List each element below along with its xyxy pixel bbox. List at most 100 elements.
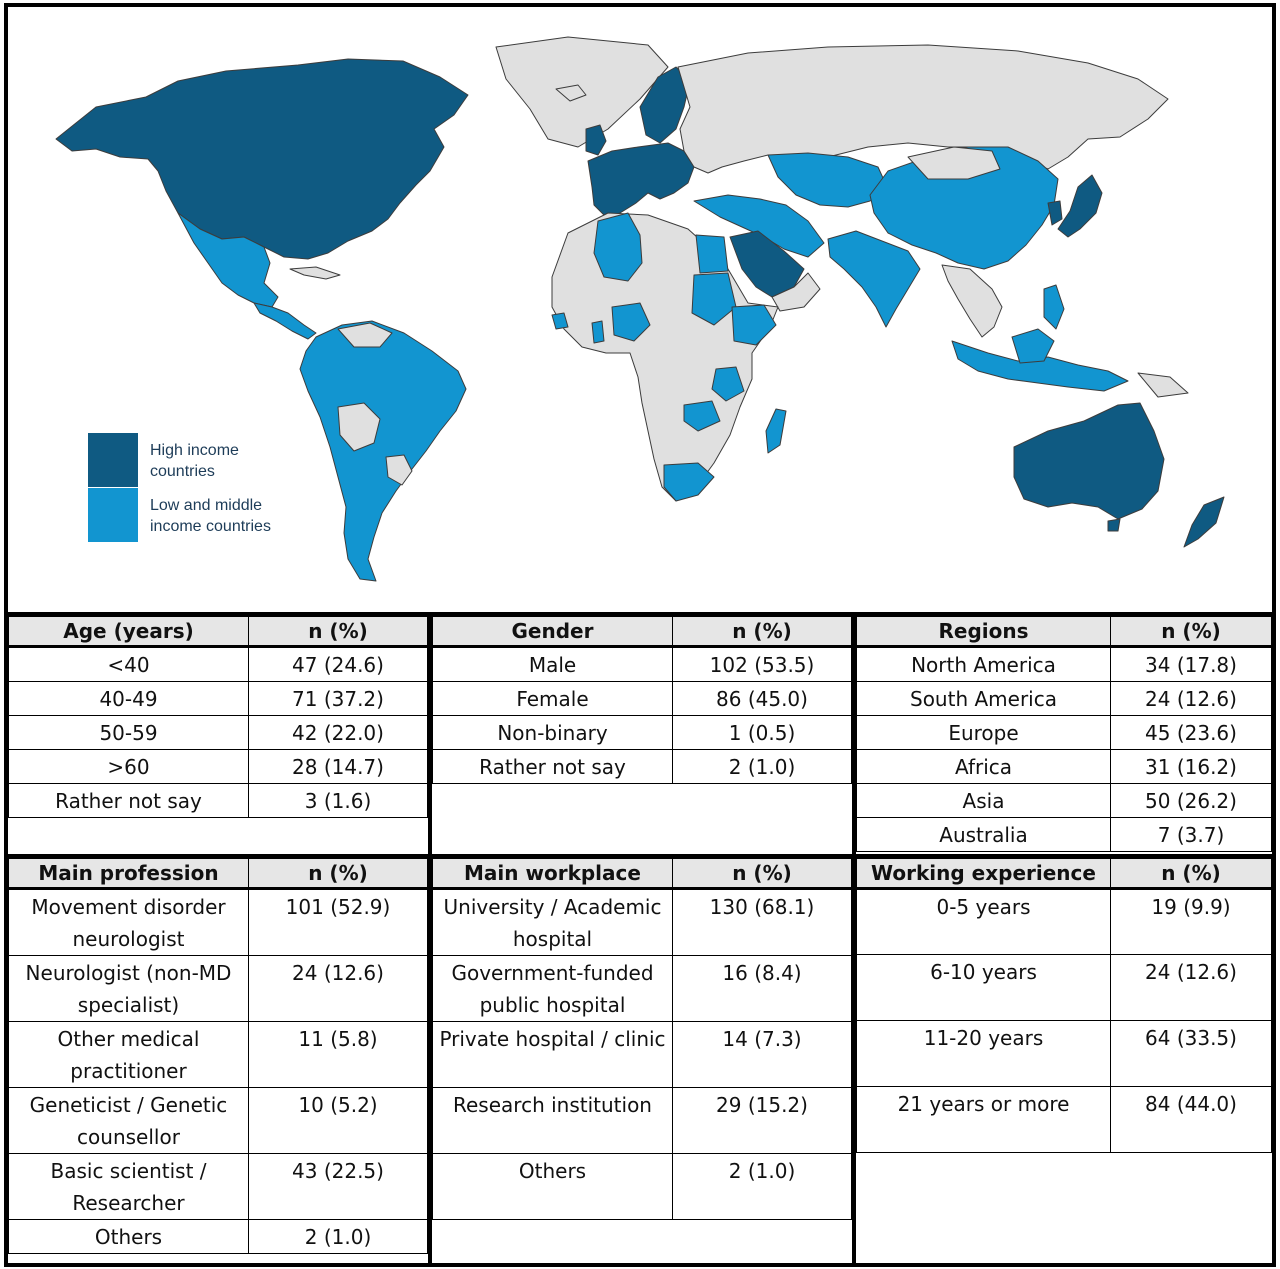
workplace-block: Main workplace n (%) University / Academi… — [432, 858, 852, 1263]
table-cell: University / Academic hospital — [432, 888, 673, 956]
gender-block: Gender n (%) Male 102 (53.5) Female 86 (45.… — [432, 616, 852, 854]
table-cell: 50 (26.2) — [1110, 783, 1272, 818]
table-cell: Others — [8, 1219, 249, 1254]
table-cell: North America — [856, 646, 1111, 682]
table-cell: Europe — [856, 715, 1111, 750]
table-row: Neurologist (non-MD specialist) 24 (12.6) — [8, 955, 428, 1022]
table-cell: Geneticist / Genetic counsellor — [8, 1087, 249, 1154]
table-cell: 6-10 years — [856, 954, 1111, 1021]
central-america — [253, 302, 317, 340]
table-cell: 14 (7.3) — [672, 1021, 852, 1088]
table-cell: 24 (12.6) — [1110, 954, 1272, 1021]
table-row: Female 86 (45.0) — [432, 681, 852, 716]
south-america — [299, 320, 467, 582]
divider — [8, 854, 1272, 858]
table-cell: 24 (12.6) — [1110, 681, 1272, 716]
regions-table: Regions n (%) North America 34 (17.8) Sout… — [856, 616, 1272, 852]
papua-new-guinea — [1137, 372, 1189, 398]
table-row: <40 47 (24.6) — [8, 646, 428, 682]
table-cell: 16 (8.4) — [672, 955, 852, 1022]
ghana — [591, 320, 605, 344]
age-block: Age (years) n (%) <40 47 (24.6) 40-49 71 (3… — [8, 616, 428, 854]
table-row: 6-10 years 24 (12.6) — [856, 954, 1272, 1021]
table-cell: 19 (9.9) — [1110, 888, 1272, 955]
table-cell: 40-49 — [8, 681, 249, 716]
table-cell: 42 (22.0) — [248, 715, 428, 750]
iceland — [555, 84, 587, 102]
legend-swatch-lmic — [88, 488, 138, 542]
table-cell: Rather not say — [8, 783, 249, 818]
table-cell: 28 (14.7) — [248, 749, 428, 784]
table-cell: Asia — [856, 783, 1111, 818]
madagascar — [765, 408, 787, 454]
mexico — [177, 212, 279, 308]
table-cell: 101 (52.9) — [248, 888, 428, 956]
turkey-iran — [693, 194, 825, 258]
liberia — [551, 312, 569, 330]
yemen-oman — [771, 272, 821, 312]
north-america — [55, 58, 469, 260]
nigeria — [611, 302, 651, 342]
figure: High income countries Low and middle inc… — [4, 3, 1276, 1267]
table-cell: 45 (23.6) — [1110, 715, 1272, 750]
table-cell: 2 (1.0) — [672, 749, 852, 784]
regions-block: Regions n (%) North America 34 (17.8) Sout… — [856, 616, 1272, 854]
table-row: Research institution 29 (15.2) — [432, 1087, 852, 1154]
table-cell: 11 (5.8) — [248, 1021, 428, 1088]
map-legend: High income countries Low and middle inc… — [88, 433, 328, 543]
table-cell: Basic scientist / Researcher — [8, 1153, 249, 1220]
column-header: n (%) — [1110, 616, 1272, 648]
table-cell: 24 (12.6) — [248, 955, 428, 1022]
table-row: Male 102 (53.5) — [432, 646, 852, 682]
table-cell: Research institution — [432, 1087, 673, 1154]
table-row: Geneticist / Genetic counsellor 10 (5.2) — [8, 1087, 428, 1154]
gender-table: Gender n (%) Male 102 (53.5) Female 86 (45.… — [432, 616, 852, 784]
table-row: Australia 7 (3.7) — [856, 817, 1272, 852]
table-cell: Private hospital / clinic — [432, 1021, 673, 1088]
table-row: Government-funded public hospital 16 (8.4… — [432, 955, 852, 1022]
table-cell: Male — [432, 646, 673, 682]
table-row: Europe 45 (23.6) — [856, 715, 1272, 750]
table-cell: 7 (3.7) — [1110, 817, 1272, 852]
table-row: >60 28 (14.7) — [8, 749, 428, 784]
column-header: Working experience — [856, 858, 1111, 890]
japan — [1057, 174, 1103, 238]
table-cell: Female — [432, 681, 673, 716]
world-map-panel: High income countries Low and middle inc… — [8, 7, 1272, 616]
column-header: Main profession — [8, 858, 249, 890]
divider — [428, 616, 432, 1263]
tanzania — [711, 366, 745, 402]
egypt — [695, 234, 729, 274]
table-cell: 47 (24.6) — [248, 646, 428, 682]
table-cell: <40 — [8, 646, 249, 682]
table-row: 0-5 years 19 (9.9) — [856, 888, 1272, 955]
column-header: Age (years) — [8, 616, 249, 648]
bolivia — [337, 402, 381, 452]
profession-block: Main profession n (%) Movement disorder n… — [8, 858, 428, 1263]
australia — [1013, 402, 1165, 520]
table-cell: 64 (33.5) — [1110, 1020, 1272, 1087]
table-row: Others 2 (1.0) — [8, 1219, 428, 1254]
demographics-tables: Age (years) n (%) <40 47 (24.6) 40-49 71 (3… — [8, 616, 1272, 1263]
tasmania — [1107, 518, 1121, 532]
table-cell: Other medical practitioner — [8, 1021, 249, 1088]
table-cell: Non-binary — [432, 715, 673, 750]
paraguay — [385, 454, 413, 486]
table-cell: 130 (68.1) — [672, 888, 852, 956]
table-cell: 86 (45.0) — [672, 681, 852, 716]
table-cell: South America — [856, 681, 1111, 716]
table-cell: Neurologist (non-MD specialist) — [8, 955, 249, 1022]
table-cell: Others — [432, 1153, 673, 1220]
india — [827, 230, 921, 328]
table-row: 11-20 years 64 (33.5) — [856, 1020, 1272, 1087]
table-cell: 2 (1.0) — [248, 1219, 428, 1254]
ethiopia — [731, 304, 777, 346]
table-cell: 71 (37.2) — [248, 681, 428, 716]
table-row: 40-49 71 (37.2) — [8, 681, 428, 716]
table-cell: 34 (17.8) — [1110, 646, 1272, 682]
table-cell: 10 (5.2) — [248, 1087, 428, 1154]
venezuela — [337, 322, 393, 348]
workplace-table: Main workplace n (%) University / Academi… — [432, 858, 852, 1220]
zambia — [683, 400, 721, 432]
table-row: Rather not say 2 (1.0) — [432, 749, 852, 784]
